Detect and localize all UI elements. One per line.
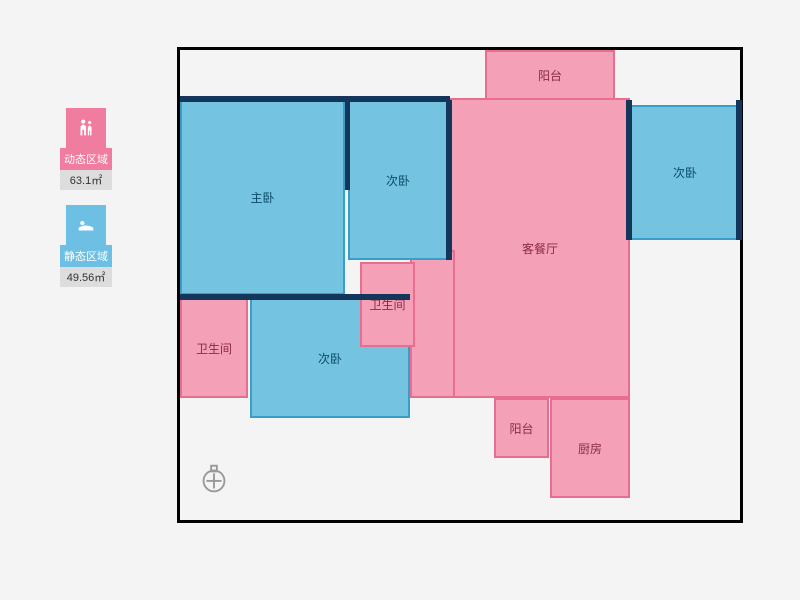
legend-dynamic-value: 63.1㎡ bbox=[60, 170, 112, 190]
wall-segment bbox=[626, 100, 632, 240]
room-label: 卫生间 bbox=[196, 340, 232, 357]
room-balcony2: 阳台 bbox=[494, 398, 549, 458]
room-kitchen: 厨房 bbox=[550, 398, 630, 498]
room-living-ext bbox=[410, 250, 455, 398]
room-bath2: 卫生间 bbox=[360, 262, 415, 347]
wall-segment bbox=[446, 100, 452, 260]
wall-segment bbox=[180, 294, 410, 300]
room-label: 次卧 bbox=[673, 164, 697, 181]
room-label: 次卧 bbox=[318, 350, 342, 367]
people-icon bbox=[75, 117, 97, 139]
wall-segment bbox=[345, 100, 350, 190]
legend-dynamic: 动态区域 63.1㎡ bbox=[60, 108, 112, 190]
room-bed3: 次卧 bbox=[630, 105, 740, 240]
room-label: 次卧 bbox=[386, 172, 410, 189]
legend-dynamic-label: 动态区域 bbox=[60, 148, 112, 170]
room-label: 厨房 bbox=[578, 440, 602, 457]
floor-plan: 阳台客餐厅主卧次卧次卧次卧卫生间卫生间阳台厨房 bbox=[180, 50, 740, 520]
room-label: 客餐厅 bbox=[522, 240, 558, 257]
wall-segment bbox=[736, 100, 742, 240]
sleep-icon bbox=[75, 214, 97, 236]
room-bath1: 卫生间 bbox=[180, 298, 248, 398]
room-bed-master: 主卧 bbox=[180, 100, 345, 295]
legend-dynamic-swatch bbox=[66, 108, 106, 148]
room-label: 阳台 bbox=[509, 420, 533, 437]
room-living: 客餐厅 bbox=[450, 98, 630, 398]
wall-segment bbox=[180, 96, 450, 102]
legend-static-swatch bbox=[66, 205, 106, 245]
legend-static: 静态区域 49.56㎡ bbox=[60, 205, 112, 287]
room-label: 主卧 bbox=[250, 189, 274, 206]
legend-static-label: 静态区域 bbox=[60, 245, 112, 267]
legend-static-value: 49.56㎡ bbox=[60, 267, 112, 287]
room-bed2: 次卧 bbox=[348, 100, 448, 260]
room-balcony-top: 阳台 bbox=[485, 50, 615, 100]
room-label: 阳台 bbox=[538, 67, 562, 84]
